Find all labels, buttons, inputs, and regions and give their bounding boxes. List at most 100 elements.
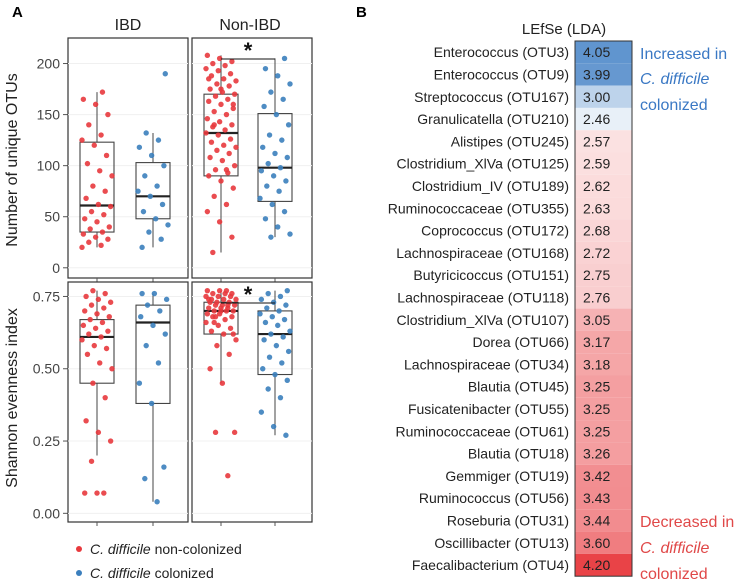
data-point [155,360,162,366]
y-tick-label: 150 [37,107,61,123]
data-point [98,334,104,340]
data-point [105,328,111,334]
data-point [94,490,100,496]
data-point [265,160,271,167]
significance-star: * [244,282,253,307]
data-point [216,219,223,225]
data-point [233,296,239,303]
panel-frame [191,281,313,523]
data-point [275,73,281,79]
data-point [281,208,288,215]
lefse-value-label: 2.72 [583,245,610,261]
data-point [285,122,292,128]
annotation-increased-line2: C. difficile [640,71,709,88]
data-point [161,162,167,169]
lefse-heatmap: Enterococcus (OTU3) 4.05 Enterococcus (OTU… [388,40,633,577]
data-point [258,296,265,303]
data-point [210,290,216,297]
lefse-value-label: 3.44 [583,512,610,528]
lefse-cell [575,152,632,175]
lefse-title: LEfSe (LDA) [522,21,606,38]
data-point [95,296,102,303]
data-point [203,130,209,136]
data-point [139,290,145,297]
data-point [102,188,108,194]
data-point [87,226,93,232]
data-point [231,91,238,97]
data-point [101,490,107,496]
data-point [212,429,219,436]
data-point [229,58,235,65]
lefse-row-label: Alistipes (OTU245) [451,133,569,149]
lefse-cell [575,107,632,131]
lefse-row-label: Roseburia (OTU31) [447,512,569,528]
data-point [218,86,224,92]
data-point [223,167,230,173]
data-point [270,423,277,430]
data-point [103,152,110,159]
data-point [204,287,211,294]
data-point [270,173,277,179]
lefse-value-label: 3.25 [583,379,610,395]
data-point [109,366,115,372]
data-point [230,308,236,314]
lefse-value-label: 3.18 [583,356,610,372]
data-point [264,183,270,189]
data-point [79,244,85,251]
data-point [90,183,96,189]
data-point [280,96,286,102]
lefse-value-label: 2.46 [583,111,610,127]
data-point [268,234,274,240]
data-point [83,195,89,202]
data-point [218,308,224,314]
panel-a-letter: A [12,4,23,21]
legend-label-non-colonized-status: non-colonized [151,541,242,557]
lefse-value-label: 2.76 [583,289,610,305]
data-point [265,290,271,297]
lefse-cell [575,531,632,554]
lefse-value-label: 3.99 [583,66,610,82]
data-point [206,296,212,303]
data-point [260,144,266,150]
data-point [233,78,239,84]
data-point [97,168,103,174]
data-point [231,302,238,308]
data-point [94,311,100,317]
data-point [277,394,284,401]
box-iqr [79,141,115,233]
data-point [283,432,289,438]
data-point [107,438,114,444]
y-tick-label: 0.75 [33,288,60,304]
data-point [142,475,148,482]
data-point [207,154,213,161]
lefse-cell [575,85,632,108]
data-point [230,101,236,108]
data-point [261,103,267,110]
lefse-row-label: Lachnospiraceae (OTU34) [404,356,569,372]
data-point [225,302,231,308]
y-tick-label: 100 [37,158,61,174]
data-point [258,168,265,174]
data-point [80,231,87,237]
data-point [135,188,141,194]
data-point [210,60,216,67]
lefse-row-label: Clostridium_XlVa (OTU125) [397,156,569,172]
lefse-row-label: Ruminococcaceae (OTU61) [395,423,569,439]
data-point [86,122,92,128]
data-point [153,216,159,222]
data-point [287,328,293,334]
lefse-value-label: 2.59 [583,156,610,172]
data-point [221,142,227,148]
y-axis-title-shannon: Shannon evenness index [4,308,21,488]
data-point [268,89,274,95]
data-point [103,345,110,352]
data-point [216,119,223,125]
data-point [269,313,275,320]
data-point [95,201,102,208]
lefse-row-label: Enterococcus (OTU3) [434,44,569,60]
lefse-cell [575,41,632,64]
data-point [204,115,211,122]
facet-label-ibd: IBD [115,17,142,34]
data-point [261,337,267,343]
